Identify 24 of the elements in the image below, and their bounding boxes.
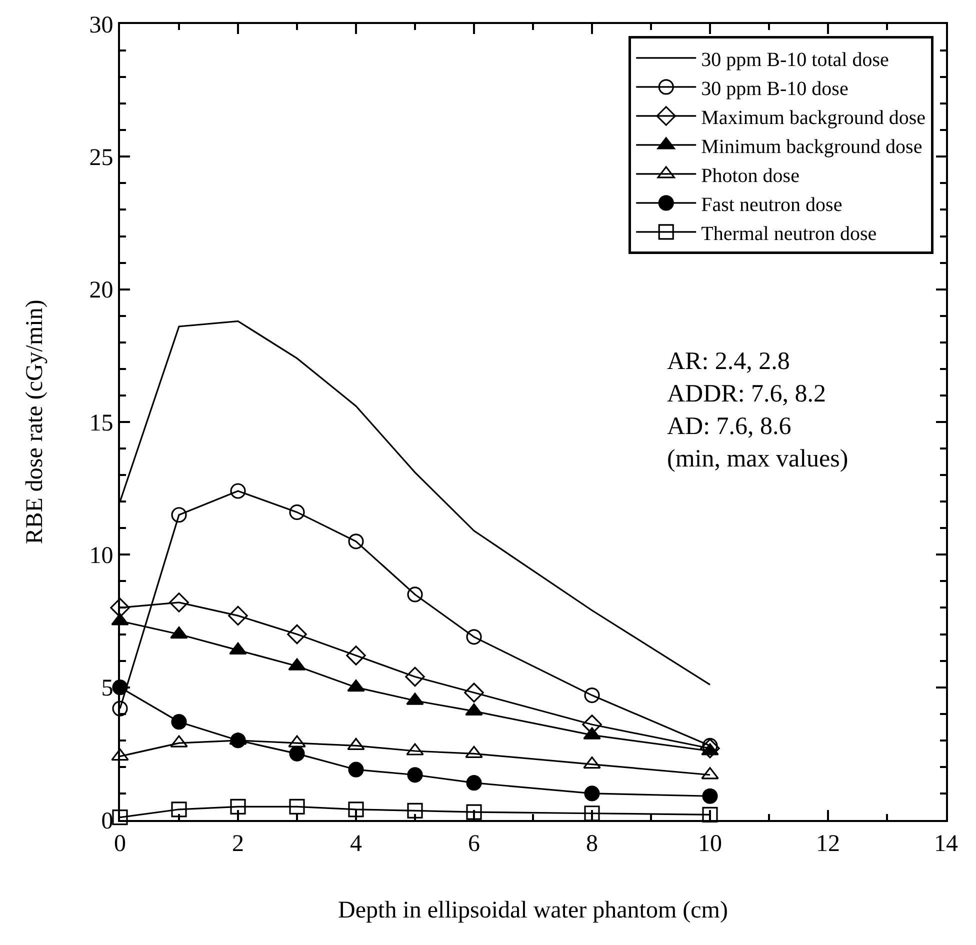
y-tick-label: 0 [101, 808, 114, 834]
legend-label: Photon dose [701, 164, 800, 187]
y-tick-label: 5 [101, 676, 114, 702]
x-tick-label: 14 [934, 830, 958, 857]
y-tick-label: 30 [89, 12, 114, 38]
x-tick-label: 8 [586, 830, 598, 857]
x-tick-label: 6 [468, 830, 480, 857]
legend-label: Minimum background dose [701, 136, 922, 158]
x-tick-label: 12 [816, 830, 840, 857]
y-axis-title: RBE dose rate (cGy/min) [22, 300, 48, 544]
x-tick-label: 2 [232, 830, 244, 857]
y-tick-label: 15 [89, 410, 114, 436]
legend-label: 30 ppm B-10 dose [701, 78, 848, 100]
legend-label: Fast neutron dose [701, 194, 842, 216]
x-axis-title: Depth in ellipsoidal water phantom (cm) [338, 898, 728, 924]
y-tick-label: 25 [89, 145, 114, 172]
legend-label: Maximum background dose [701, 106, 926, 129]
x-tick-label: 10 [698, 830, 722, 857]
annotation: AR: 2.4, 2.8 ADDR: 7.6, 8.2 AD: 7.6, 8.6 (min, max values) [667, 348, 848, 472]
legend-label: Thermal neutron dose [701, 222, 877, 245]
legend-label: 30 ppm B-10 total dose [701, 48, 889, 71]
y-tick-label: 20 [89, 278, 114, 304]
y-tick-label: 10 [89, 543, 114, 570]
x-tick-label: 4 [350, 830, 362, 857]
